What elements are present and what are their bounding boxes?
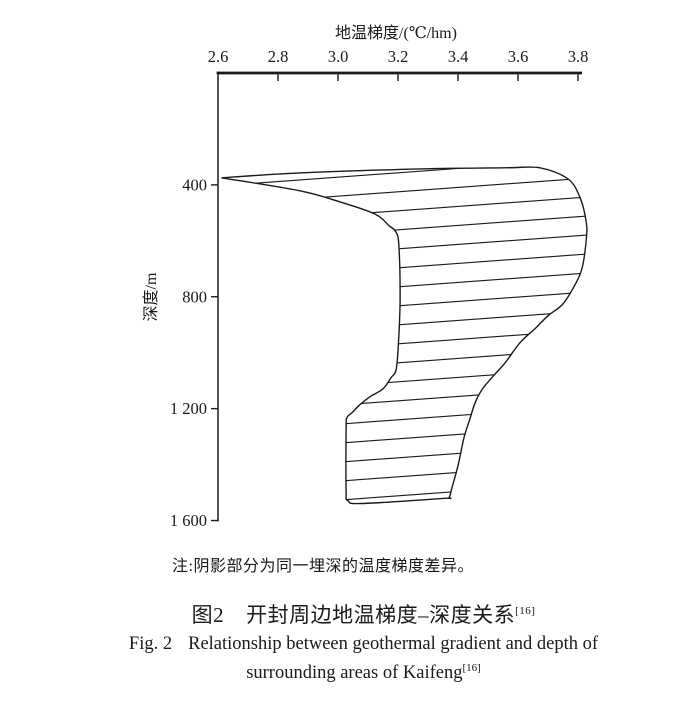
hatch-line — [221, 328, 587, 359]
hatch-line — [221, 214, 587, 245]
hatch-line — [221, 480, 587, 504]
y-tick-label: 1 600 — [170, 511, 207, 530]
hatch-line — [221, 176, 587, 207]
geothermal-gradient-depth-chart: 地温梯度/(℃/hm) 深度/m 2.6 2.8 3.0 3.2 3.4 3.6 3.8 40… — [142, 24, 589, 530]
hatch-line — [221, 195, 587, 226]
hatch-line — [221, 309, 587, 340]
caption-zh-reference: [16] — [515, 605, 536, 617]
y-tick-label: 400 — [182, 175, 207, 194]
y-tick-label: 1 200 — [170, 399, 207, 418]
figure-captions: 图2 开封周边地温梯度–深度关系[16] Fig. 2 Relationship b… — [30, 600, 697, 688]
hatch-line — [221, 271, 587, 302]
x-tick-label: 3.8 — [568, 47, 589, 66]
x-tick-label: 3.4 — [448, 47, 469, 66]
hatch-line — [221, 461, 587, 492]
hatch-group — [221, 166, 587, 504]
caption-zh: 图2 开封周边地温梯度–深度关系[16] — [30, 600, 697, 630]
y-tick-label: 800 — [182, 287, 207, 306]
envelope-outline — [221, 166, 588, 505]
caption-en-number: Fig. 2 — [128, 634, 173, 654]
x-axis-title: 地温梯度/(℃/hm) — [335, 24, 457, 42]
x-tick-label: 3.2 — [388, 47, 409, 66]
caption-en-line1: Fig. 2 Relationship between geothermal gr… — [30, 630, 697, 659]
x-tick-label: 3.0 — [328, 47, 349, 66]
hatch-line — [221, 385, 587, 416]
hatch-line — [221, 366, 587, 397]
hatch-line — [221, 423, 587, 454]
caption-en-text2: surrounding areas of Kaifeng — [246, 663, 463, 683]
hatch-line — [221, 404, 587, 435]
hatch-line — [221, 252, 587, 283]
hatch-line — [221, 347, 587, 378]
caption-en-text1: Relationship between geothermal gradient… — [188, 634, 599, 654]
caption-en-line2: surrounding areas of Kaifeng[16] — [30, 659, 697, 688]
caption-zh-number: 图2 — [191, 603, 225, 627]
hatch-line — [221, 442, 587, 473]
hatch-line — [221, 290, 587, 321]
hatch-line — [221, 166, 587, 188]
caption-en-reference: [16] — [462, 661, 481, 674]
x-tick-label: 3.6 — [508, 47, 529, 66]
x-tick-label: 2.6 — [208, 47, 229, 66]
figure-note: 注:阴影部分为同一埋深的温度梯度差异。 — [172, 558, 474, 575]
caption-zh-title: 开封周边地温梯度–深度关系 — [246, 603, 516, 627]
hatch-line — [221, 233, 587, 264]
y-axis-title: 深度/m — [142, 272, 160, 321]
x-tick-label: 2.8 — [268, 47, 289, 66]
